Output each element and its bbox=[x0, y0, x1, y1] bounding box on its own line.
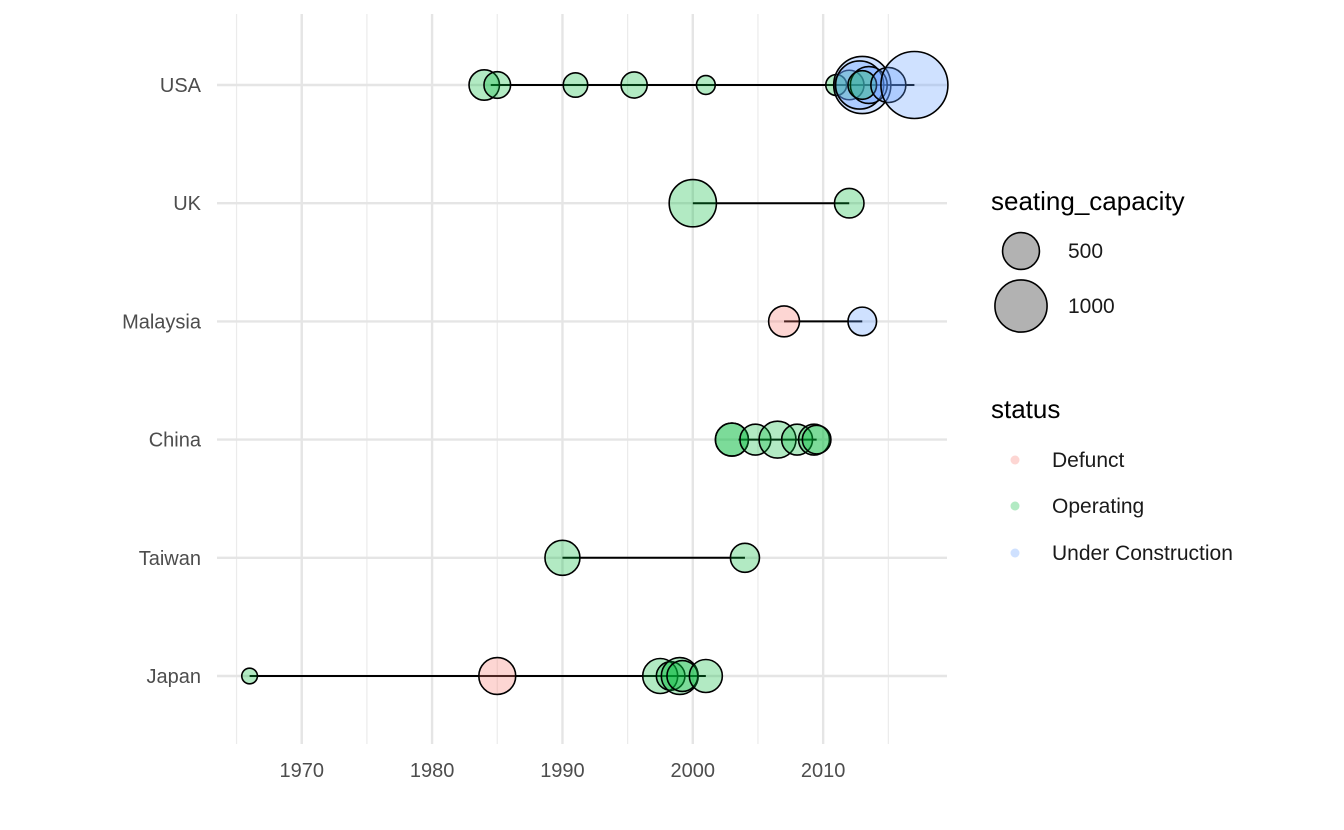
point-malaysia-15 bbox=[767, 305, 801, 338]
size-legend-key-500 bbox=[1001, 231, 1041, 271]
y-tick-label-china: China bbox=[149, 430, 202, 452]
point-china-18 bbox=[714, 422, 750, 457]
point-usa-3 bbox=[620, 71, 648, 99]
point-usa-7 bbox=[832, 55, 892, 115]
color-legend-entries: Defunct Operating Under Construction bbox=[1010, 449, 1233, 565]
point-usa-10 bbox=[847, 69, 878, 101]
size-legend-key-1000 bbox=[994, 279, 1048, 333]
point-china-23 bbox=[801, 424, 832, 455]
points-layer bbox=[240, 50, 949, 696]
point-usa-9 bbox=[849, 65, 889, 105]
point-china-19 bbox=[739, 423, 772, 456]
point-china-20 bbox=[758, 420, 797, 459]
point-taiwan-24 bbox=[544, 539, 581, 577]
color-legend-title: status bbox=[991, 394, 1060, 424]
point-usa-1 bbox=[483, 70, 512, 100]
y-tick-label-uk: UK bbox=[173, 193, 201, 215]
axis-labels-layer: 1970 1980 1990 2000 2010 Japan Taiwan China Mala… bbox=[122, 75, 845, 782]
point-uk-13 bbox=[668, 178, 718, 228]
y-tick-label-malaysia: Malaysia bbox=[122, 311, 202, 333]
point-taiwan-25 bbox=[729, 542, 761, 574]
size-legend-entries: 500 1000 bbox=[994, 231, 1115, 333]
grid-layer bbox=[217, 14, 947, 744]
color-legend-key-defunct bbox=[1010, 455, 1020, 465]
legend: seating_capacity 500 1000 status Defunct O… bbox=[991, 186, 1233, 565]
x-tick-label-1980: 1980 bbox=[410, 760, 455, 782]
y-tick-label-japan: Japan bbox=[147, 666, 202, 688]
point-uk-14 bbox=[833, 187, 865, 219]
y-tick-label-usa: USA bbox=[160, 75, 202, 97]
range-lines-layer bbox=[249, 84, 915, 677]
y-tick-label-taiwan: Taiwan bbox=[139, 548, 201, 570]
point-usa-2 bbox=[562, 71, 589, 99]
color-legend-key-under-construction bbox=[1010, 548, 1020, 558]
x-tick-label-2010: 2010 bbox=[801, 760, 846, 782]
color-legend-label-defunct: Defunct bbox=[1052, 449, 1125, 472]
point-japan-27 bbox=[478, 656, 517, 696]
color-legend-label-under-construction: Under Construction bbox=[1052, 542, 1233, 565]
point-japan-32 bbox=[688, 658, 724, 694]
point-japan-26 bbox=[240, 667, 259, 685]
point-malaysia-16 bbox=[847, 306, 878, 337]
x-tick-label-2000: 2000 bbox=[671, 760, 716, 782]
point-usa-8 bbox=[834, 60, 885, 110]
point-usa-11 bbox=[870, 66, 907, 104]
color-legend-key-operating bbox=[1010, 501, 1020, 511]
point-usa-12 bbox=[880, 50, 949, 120]
size-legend-label-1000: 1000 bbox=[1068, 295, 1115, 318]
point-usa-4 bbox=[695, 74, 717, 96]
point-china-22 bbox=[797, 423, 831, 456]
color-legend-label-operating: Operating bbox=[1052, 495, 1144, 518]
point-japan-31 bbox=[666, 659, 699, 693]
size-legend-title: seating_capacity bbox=[991, 186, 1185, 216]
x-tick-label-1970: 1970 bbox=[279, 760, 324, 782]
x-tick-label-1990: 1990 bbox=[540, 760, 585, 782]
size-legend-label-500: 500 bbox=[1068, 240, 1103, 263]
